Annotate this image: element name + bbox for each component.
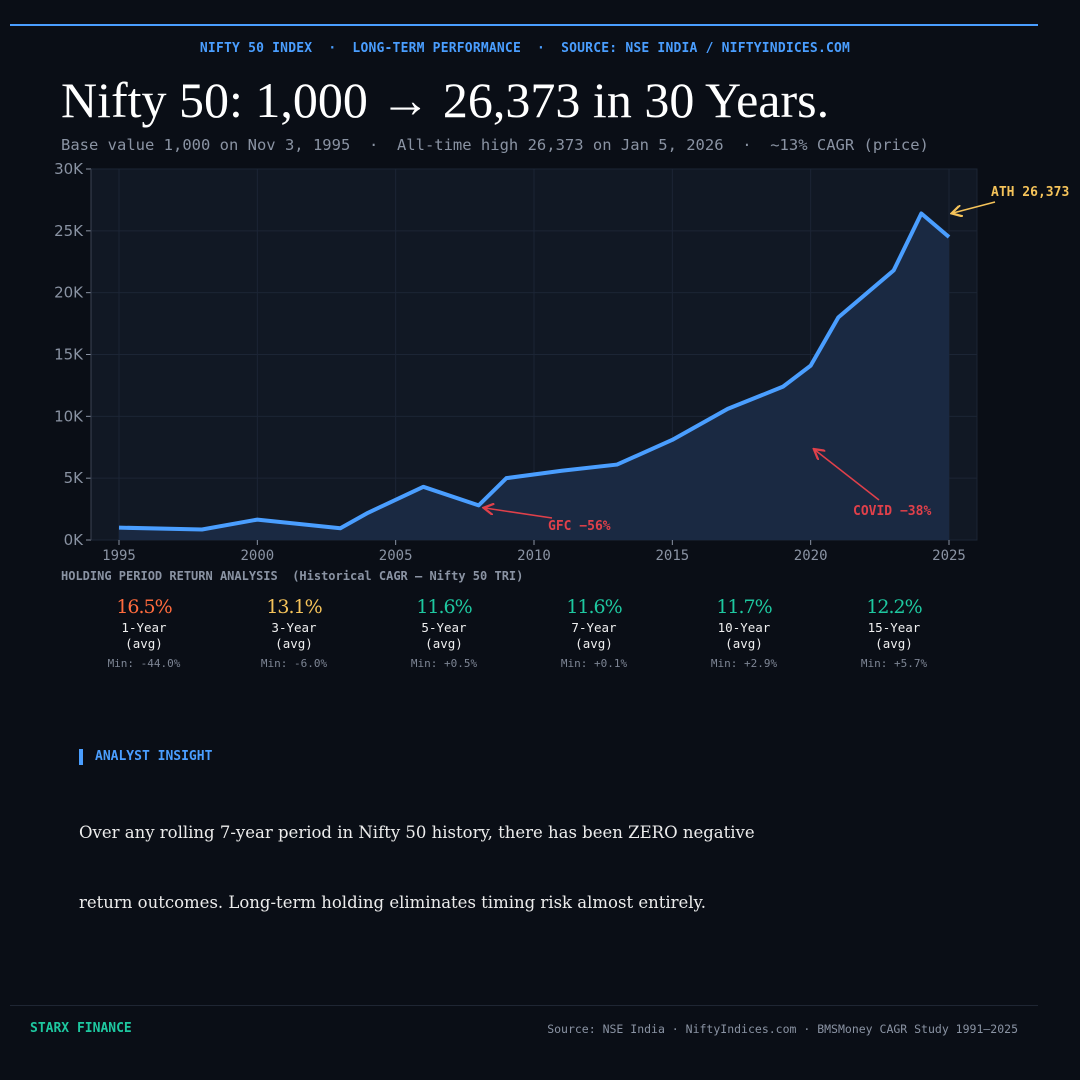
stat-period-note: (avg) (125, 636, 163, 651)
stat-min: Min: +2.9% (710, 657, 778, 670)
x-tick-label: 2015 (655, 548, 689, 564)
top-accent-rule (10, 24, 1038, 26)
stat-min: Min: +0.5% (410, 657, 478, 670)
gfc-annotation-arrow (485, 508, 553, 519)
stat-period: 1-Year (121, 620, 167, 635)
insight-line: Over any rolling 7-year period in Nifty … (79, 823, 755, 842)
line-chart: 0K 5K 10K 15K 20K 25K 30K 1995 2000 2005 2010 2015 2… (54, 160, 1069, 564)
ath-annotation-arrow (953, 201, 996, 213)
x-tick-label: 2005 (379, 548, 413, 564)
footer-source: Source: NSE India · NiftyIndices.com · B… (547, 1022, 1018, 1036)
y-tick-label: 25K (54, 222, 84, 240)
stat-card: 11.6% 5-Year (avg) Min: +0.5% (369, 594, 519, 671)
y-tick-label: 30K (54, 160, 84, 178)
gfc-annotation-label: GFC −56% (548, 519, 611, 534)
insight-label: ANALYST INSIGHT (95, 749, 213, 764)
y-tick-label: 0K (64, 531, 85, 549)
y-tick-label: 20K (54, 284, 84, 302)
stat-value: 11.6% (566, 596, 622, 618)
brand-name: STARX FINANCE (30, 1021, 132, 1036)
series-line (118, 211, 951, 532)
page-title: Nifty 50: 1,000 → 26,373 in 30 Years. (61, 72, 830, 128)
stat-period-note: (avg) (425, 636, 463, 651)
stat-card: 13.1% 3-Year (avg) Min: -6.0% (219, 594, 369, 671)
stat-card: 16.5% 1-Year (avg) Min: -44.0% (69, 594, 219, 671)
y-tick-label: 15K (54, 346, 84, 364)
stat-min: Min: -44.0% (107, 657, 181, 670)
stat-period-note: (avg) (725, 636, 763, 651)
x-tick-label: 1995 (102, 548, 136, 564)
x-tick-label: 2020 (794, 548, 828, 564)
stat-value: 16.5% (116, 596, 172, 618)
stat-period: 7-Year (571, 620, 617, 635)
stat-period: 3-Year (271, 620, 317, 635)
y-tick-label: 10K (54, 407, 84, 425)
stat-min: Min: -6.0% (260, 657, 328, 670)
stat-min: Min: +5.7% (860, 657, 928, 670)
covid-annotation-arrow (815, 450, 880, 501)
stat-card: 11.7% 10-Year (avg) Min: +2.9% (669, 594, 819, 671)
covid-annotation-label: COVID −38% (853, 504, 931, 519)
insight-accent-bar (79, 749, 83, 765)
stat-card: 12.2% 15-Year (avg) Min: +5.7% (819, 594, 969, 671)
stat-min: Min: +0.1% (560, 657, 628, 670)
x-tick-label: 2000 (240, 548, 274, 564)
x-tick-label: 2010 (517, 548, 551, 564)
area-fill (119, 213, 949, 540)
footer-divider (10, 1005, 1038, 1006)
subtitle: Base value 1,000 on Nov 3, 1995 · All-ti… (61, 136, 929, 154)
stat-period-note: (avg) (275, 636, 313, 651)
ath-annotation-label: ATH 26,373 (991, 185, 1069, 200)
y-tick-label: 5K (64, 469, 85, 487)
stat-value: 11.6% (416, 596, 472, 618)
stat-period: 10-Year (717, 620, 771, 635)
x-tick-label: 2025 (932, 548, 966, 564)
stat-value: 11.7% (716, 596, 772, 618)
stats-heading: HOLDING PERIOD RETURN ANALYSIS (Historic… (61, 569, 524, 583)
kicker: NIFTY 50 INDEX · LONG-TERM PERFORMANCE ·… (199, 41, 851, 56)
stat-value: 12.2% (866, 596, 922, 618)
stat-value: 13.1% (266, 596, 322, 618)
stat-period-note: (avg) (575, 636, 613, 651)
stat-period: 5-Year (421, 620, 467, 635)
stat-card: 11.6% 7-Year (avg) Min: +0.1% (519, 594, 669, 671)
stat-period-note: (avg) (875, 636, 913, 651)
stat-period: 15-Year (867, 620, 921, 635)
insight-line: return outcomes. Long-term holding elimi… (79, 893, 706, 912)
